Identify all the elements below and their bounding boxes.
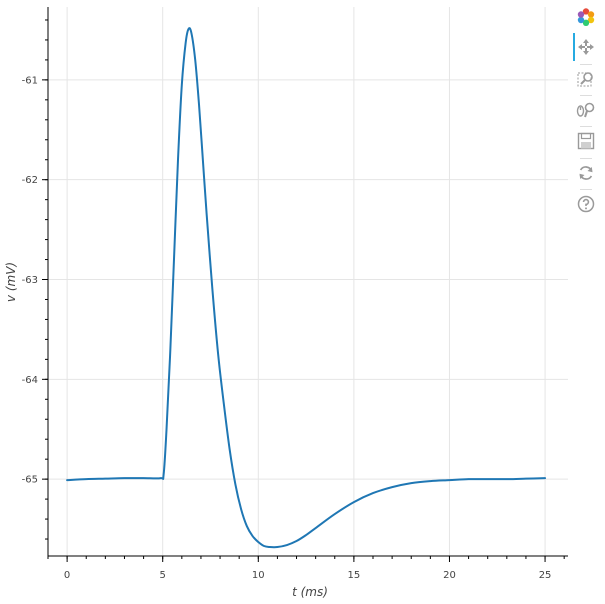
- y-tick-label: -61: [22, 75, 38, 86]
- y-tick-label: -64: [22, 375, 38, 386]
- axes: [42, 7, 568, 562]
- x-tick-label: 10: [252, 570, 265, 581]
- pan-icon[interactable]: [573, 33, 597, 61]
- y-tick-label: -62: [22, 175, 38, 186]
- toolbar-separator: [580, 158, 592, 159]
- y-tick-label: -65: [22, 475, 38, 486]
- box-zoom-icon[interactable]: [575, 68, 597, 90]
- x-tick-label: 5: [160, 570, 166, 581]
- toolbar-separator: [580, 64, 592, 65]
- bokeh-logo-icon[interactable]: [575, 6, 597, 28]
- toolbar-separator: [580, 126, 592, 127]
- x-tick-label: 20: [443, 570, 456, 581]
- voltage-trace-line: [66, 27, 547, 549]
- x-tick-label: 0: [64, 570, 70, 581]
- x-tick-label: 15: [348, 570, 361, 581]
- x-axis-title: t (ms): [292, 585, 328, 599]
- help-icon[interactable]: [575, 193, 597, 215]
- y-axis-title: v (mV): [4, 262, 18, 302]
- wheel-zoom-icon[interactable]: [575, 99, 597, 121]
- save-icon[interactable]: [575, 130, 597, 152]
- reset-icon[interactable]: [575, 162, 597, 184]
- tick-labels: 0 5 10 15 20 25 -65 -64 -63 -62 -61: [22, 75, 552, 581]
- active-tool-indicator: [573, 33, 575, 61]
- y-tick-label: -63: [22, 275, 38, 286]
- grid-lines: [48, 7, 568, 556]
- data-lines: [66, 27, 547, 549]
- toolbar-separator: [580, 189, 592, 190]
- toolbar-separator: [580, 95, 592, 96]
- x-tick-label: 25: [539, 570, 552, 581]
